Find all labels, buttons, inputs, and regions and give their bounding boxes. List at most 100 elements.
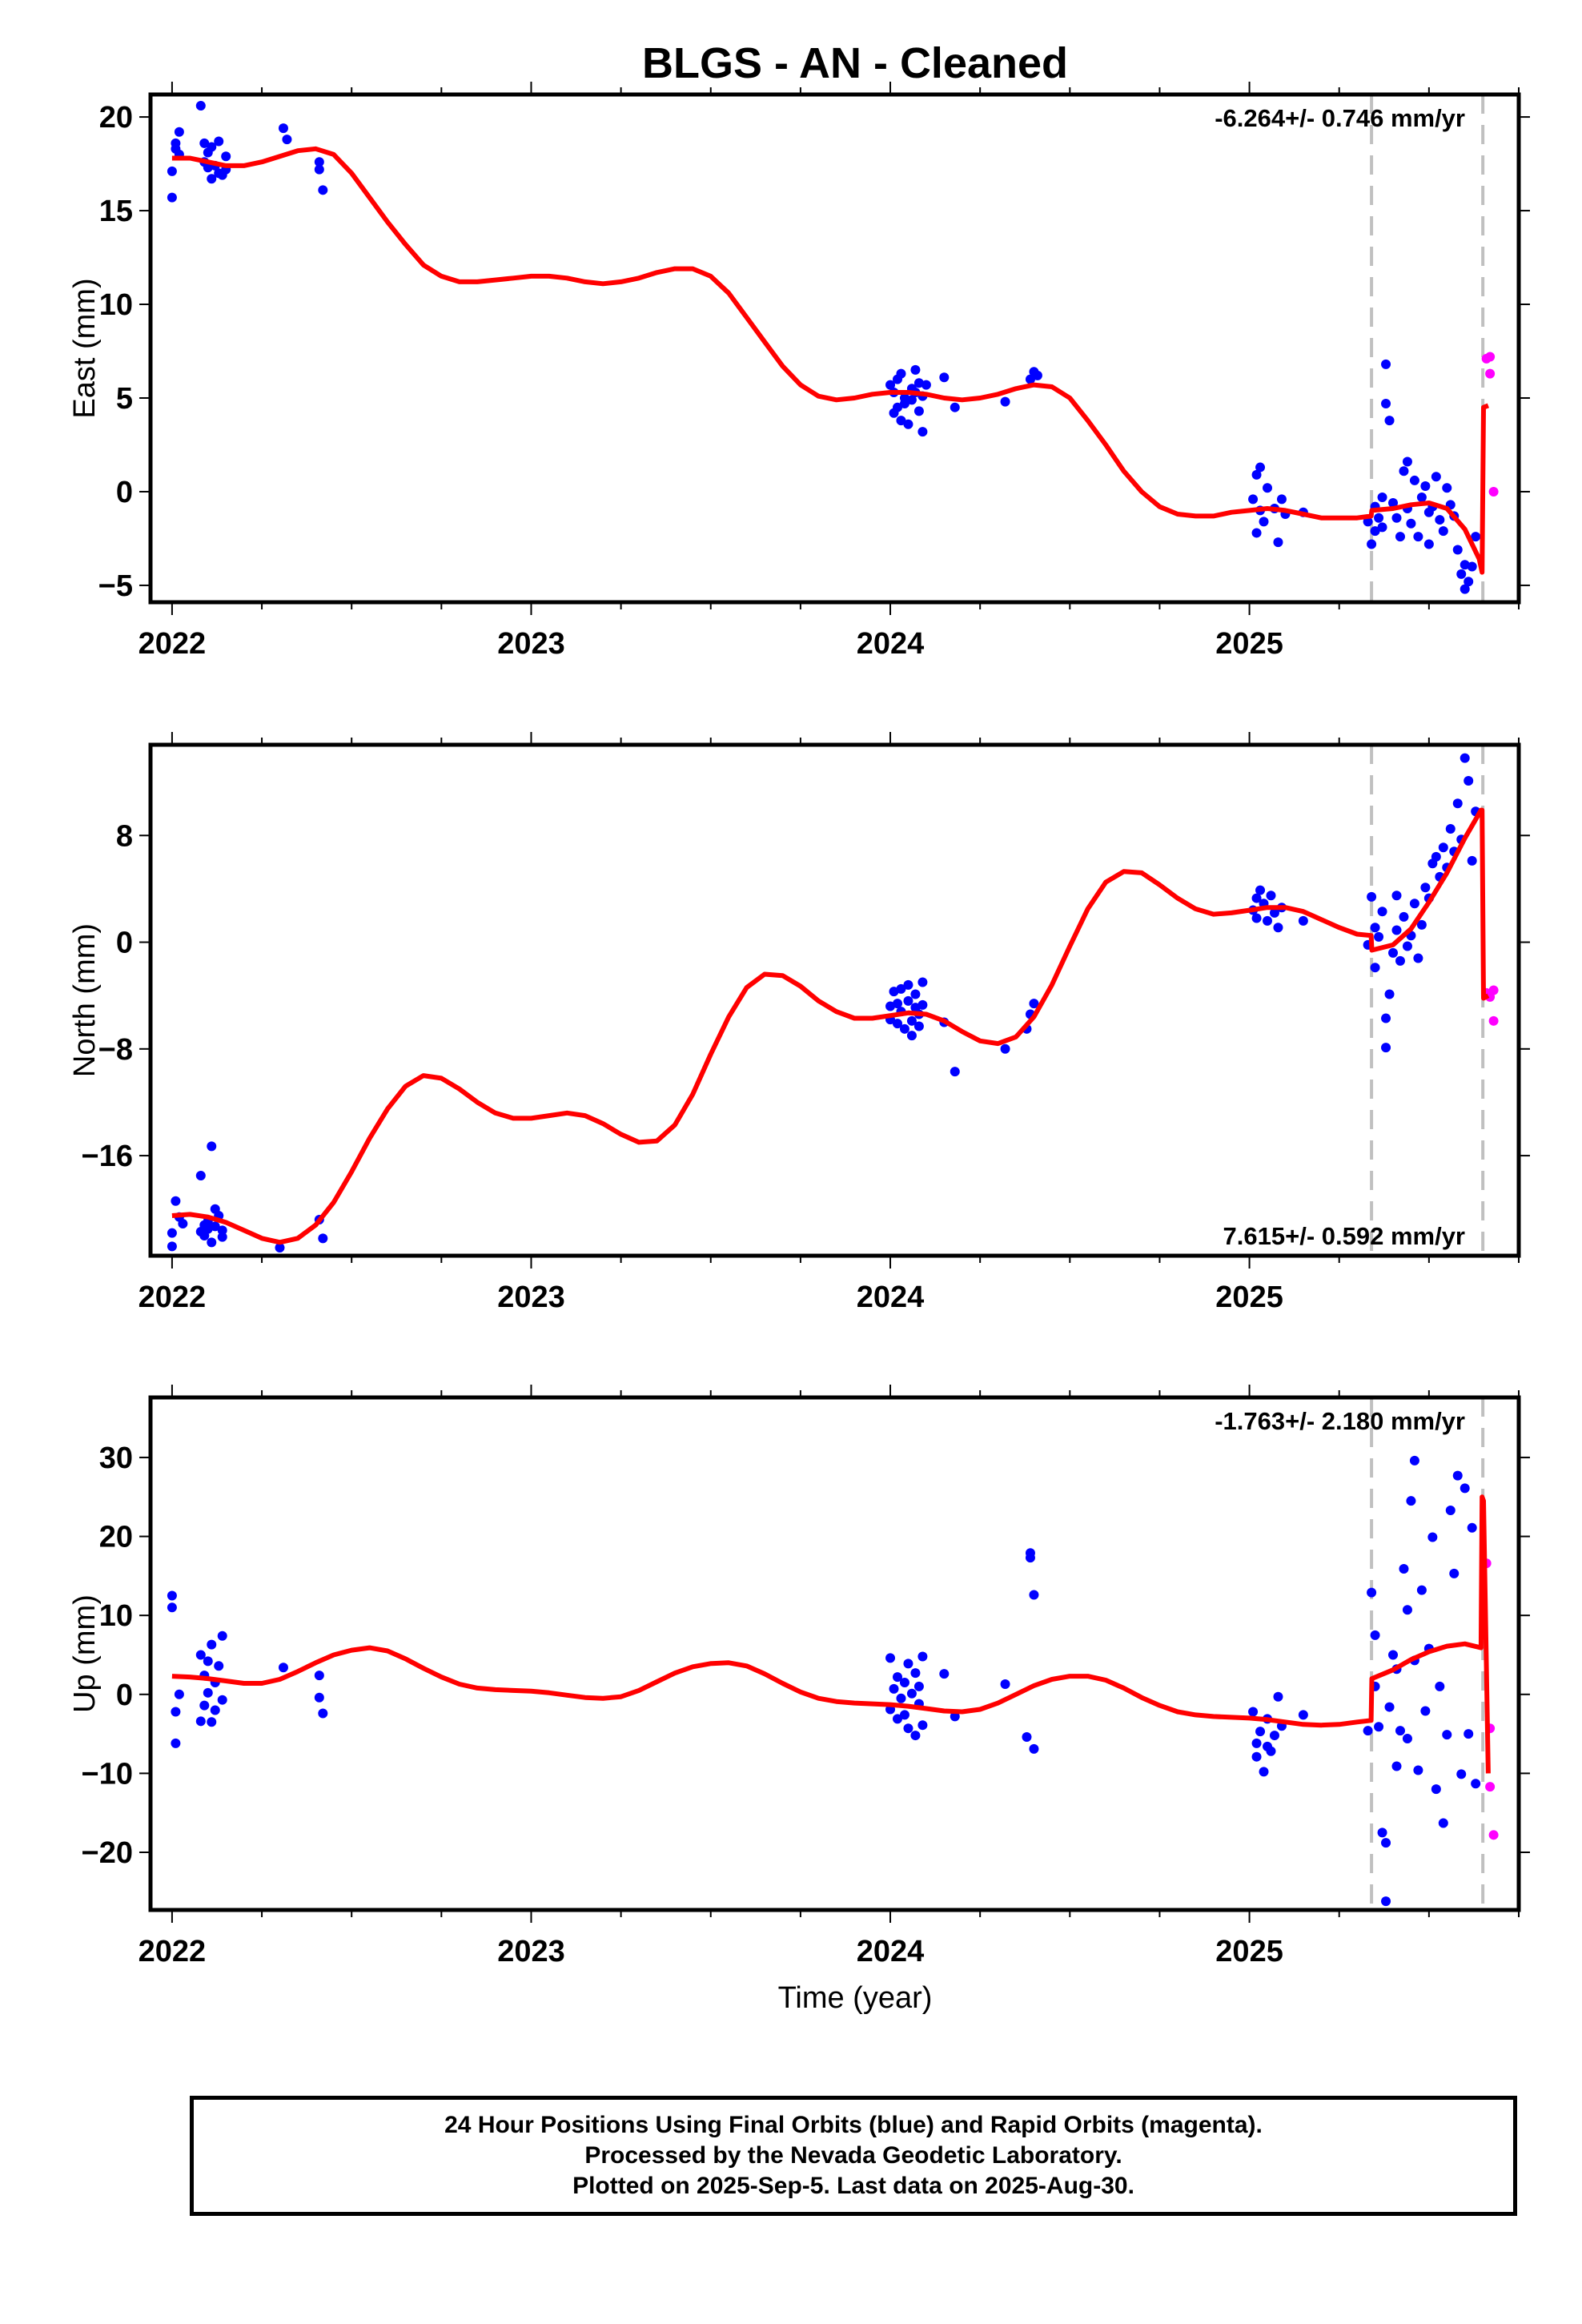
final-point [199, 1700, 210, 1711]
final-point [1381, 1896, 1391, 1907]
final-point [1367, 1587, 1377, 1598]
final-point [195, 101, 206, 111]
final-point [217, 1232, 227, 1242]
final-point [1029, 999, 1039, 1009]
y-tick-label: 20 [99, 101, 133, 135]
rate-label-east: -6.264+/- 0.746 mm/yr [1215, 104, 1465, 132]
final-point [1370, 526, 1380, 537]
final-point [1402, 1605, 1412, 1615]
footer-box: 24 Hour Positions Using Final Orbits (bl… [190, 2096, 1517, 2216]
final-point [906, 395, 917, 405]
final-point [1251, 1738, 1262, 1748]
page-title: BLGS - AN - Cleaned [642, 39, 1068, 87]
final-point [1377, 1827, 1387, 1838]
final-point [1456, 1769, 1467, 1779]
final-point [1464, 1729, 1474, 1739]
final-point [917, 427, 928, 437]
final-point [1402, 941, 1412, 951]
final-point [203, 1656, 213, 1667]
final-point [1384, 1702, 1395, 1712]
final-point [899, 1710, 909, 1720]
final-point [314, 164, 324, 175]
final-point [214, 136, 224, 147]
final-point [906, 1015, 917, 1026]
final-point [214, 1661, 224, 1671]
final-point [1456, 569, 1467, 579]
final-point [1259, 1767, 1269, 1777]
final-point [1471, 532, 1481, 542]
model-curve [171, 807, 1490, 1245]
final-point [1273, 1691, 1283, 1702]
final-point [1022, 1732, 1032, 1743]
rapid-point [1488, 985, 1499, 995]
final-point [318, 1233, 328, 1244]
y-tick-label: 20 [99, 1521, 133, 1554]
final-point [1025, 374, 1035, 384]
final-point [1363, 1726, 1373, 1736]
final-point [906, 1031, 917, 1041]
final-point [1427, 1532, 1438, 1542]
final-point [906, 1688, 917, 1699]
final-point [903, 995, 913, 1006]
final-point [171, 1707, 181, 1717]
final-point [917, 999, 928, 1010]
y-tick-label: −10 [82, 1757, 133, 1791]
final-point [1266, 891, 1276, 901]
final-point [1381, 359, 1391, 369]
final-point [950, 1711, 960, 1722]
final-point [892, 1019, 902, 1029]
y-tick-label: −5 [98, 569, 133, 603]
final-point [1370, 963, 1380, 973]
final-point [1395, 1726, 1405, 1736]
final-point [1000, 1679, 1010, 1689]
footer-line-3: Plotted on 2025-Sep-5. Last data on 2025… [572, 2173, 1134, 2199]
final-point [910, 1668, 921, 1679]
final-point [1406, 1496, 1416, 1506]
final-point [892, 999, 902, 1009]
final-point [314, 157, 324, 167]
final-point [1374, 513, 1384, 523]
x-tick-label: 2022 [139, 627, 207, 661]
y-tick-label: 0 [116, 476, 133, 509]
final-point [1391, 1761, 1402, 1771]
final-point [1460, 1483, 1470, 1494]
final-point [1255, 1727, 1266, 1737]
final-point [1452, 545, 1463, 555]
final-point [1388, 947, 1399, 958]
y-tick-label: 0 [116, 1679, 133, 1712]
final-point [885, 1653, 896, 1663]
final-point [167, 1241, 177, 1252]
final-point [1370, 923, 1380, 933]
final-point [195, 1171, 206, 1181]
final-point [1409, 1455, 1419, 1466]
final-point [1402, 1734, 1412, 1744]
final-point [917, 1720, 928, 1731]
final-point [174, 127, 184, 137]
final-point [903, 1723, 913, 1734]
final-point [1449, 1568, 1460, 1578]
y-axis-label-up: Up (mm) [68, 1594, 102, 1713]
final-point [1381, 399, 1391, 409]
final-point [1420, 883, 1431, 893]
final-point [1029, 1743, 1039, 1754]
final-point [167, 1228, 177, 1238]
panels-group: 2022 2023 2024 2025 −5 0 5 10 15 20 East (mm) -6.26… [68, 82, 1530, 1968]
final-point [1388, 498, 1399, 509]
final-point [1269, 907, 1279, 918]
footer-line-2: Processed by the Nevada Geodetic Laborat… [584, 2142, 1122, 2169]
x-tick-label: 2023 [497, 627, 565, 661]
final-point [275, 1243, 285, 1253]
final-point [167, 1602, 177, 1613]
final-point [1251, 913, 1262, 923]
y-tick-label: −20 [82, 1836, 133, 1870]
y-tick-label: 10 [99, 288, 133, 322]
final-point [1370, 1630, 1380, 1640]
final-point [1255, 885, 1266, 895]
x-tick-label: 2023 [497, 1281, 565, 1314]
final-point [171, 1196, 181, 1206]
final-point [1467, 855, 1477, 866]
rapid-point [1485, 352, 1496, 362]
final-point [1273, 923, 1283, 933]
final-point [903, 419, 913, 429]
